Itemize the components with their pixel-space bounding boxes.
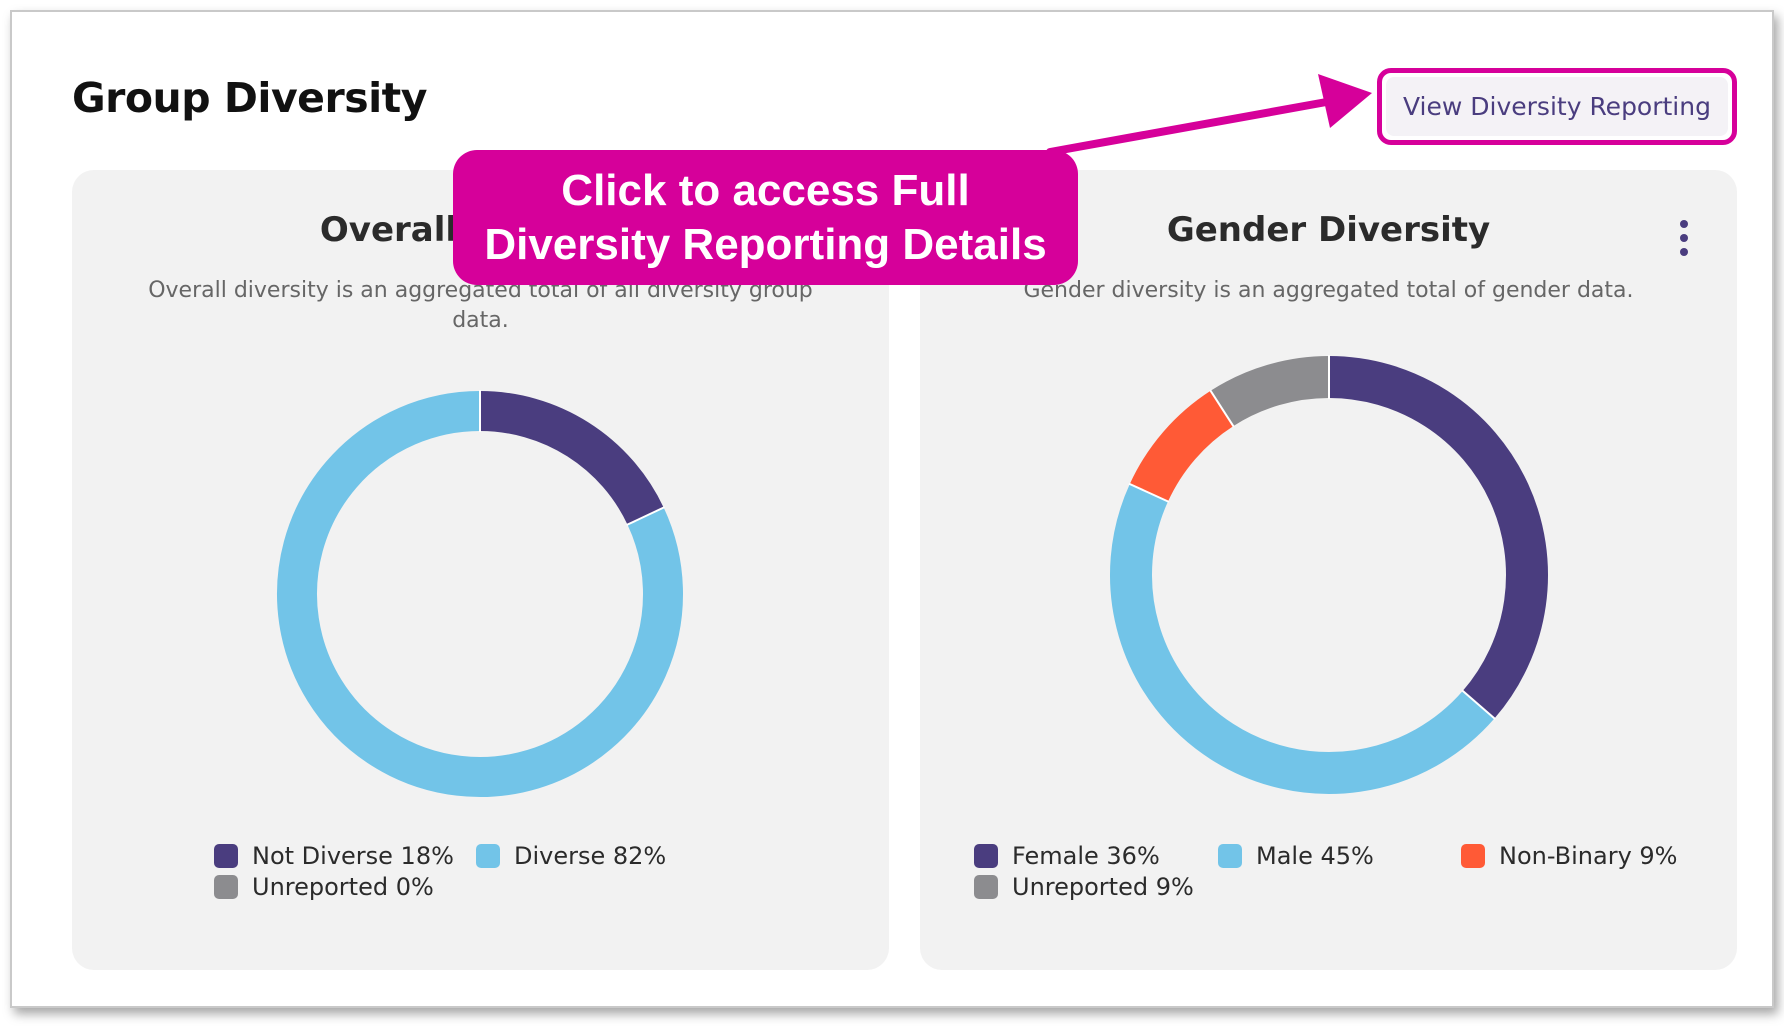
overall-diversity-subtitle: Overall diversity is an aggregated total… <box>148 278 813 333</box>
donut-slice-separator <box>1461 689 1496 720</box>
legend-item-female: Female 36% <box>974 842 1160 870</box>
overall-diversity-donut <box>277 390 683 797</box>
legend-swatch <box>476 844 500 868</box>
donut-slice-female[interactable] <box>1328 356 1548 719</box>
legend-swatch <box>214 844 238 868</box>
gender-diversity-title: Gender Diversity <box>1166 210 1491 250</box>
legend-label: Male 45% <box>1256 842 1374 870</box>
callout-line-1: Click to access Full <box>561 165 970 215</box>
legend-label: Unreported 0% <box>252 873 434 901</box>
callout-line-2: Diversity Reporting Details <box>484 219 1047 269</box>
kebab-menu-icon[interactable] <box>1677 220 1691 256</box>
donut-slice-separator <box>626 506 666 526</box>
donut-slice-separator <box>1209 389 1235 428</box>
legend-label: Unreported 9% <box>1012 873 1194 901</box>
legend-item-non-binary: Non-Binary 9% <box>1461 842 1677 870</box>
legend-label: Female 36% <box>1012 842 1160 870</box>
annotation-callout: Click to access Full Diversity Reporting… <box>453 150 1078 285</box>
gender-diversity-card: Gender Diversity Gender diversity is an … <box>920 170 1737 970</box>
legend-swatch <box>1218 844 1242 868</box>
view-diversity-reporting-highlight[interactable]: View Diversity Reporting <box>1377 68 1737 145</box>
legend-swatch <box>974 875 998 899</box>
legend-item-not-diverse: Not Diverse 18% <box>214 842 454 870</box>
legend-swatch <box>214 875 238 899</box>
legend-label: Non-Binary 9% <box>1499 842 1678 870</box>
legend-item-diverse: Diverse 82% <box>476 842 666 870</box>
legend-item-unreported: Unreported 9% <box>974 873 1194 901</box>
page-title: Group Diversity <box>72 74 427 122</box>
gender-diversity-subtitle: Gender diversity is an aggregated total … <box>1023 278 1634 303</box>
donut-slice-separator <box>1128 482 1170 503</box>
donut-slice-unreported[interactable] <box>1210 356 1330 427</box>
donut-slice-not-diverse[interactable] <box>479 391 664 525</box>
legend-swatch <box>974 844 998 868</box>
legend-label: Not Diverse 18% <box>252 842 454 870</box>
view-diversity-reporting-button[interactable]: View Diversity Reporting <box>1386 77 1728 136</box>
donut-slice-male[interactable] <box>1110 484 1495 794</box>
legend-swatch <box>1461 844 1485 868</box>
legend-label: Diverse 82% <box>514 842 667 870</box>
legend-item-male: Male 45% <box>1218 842 1374 870</box>
donut-slice-diverse[interactable] <box>277 391 683 797</box>
legend-item-unreported: Unreported 0% <box>214 873 434 901</box>
gender-diversity-donut <box>1110 355 1548 794</box>
donut-slice-non-binary[interactable] <box>1129 390 1234 502</box>
